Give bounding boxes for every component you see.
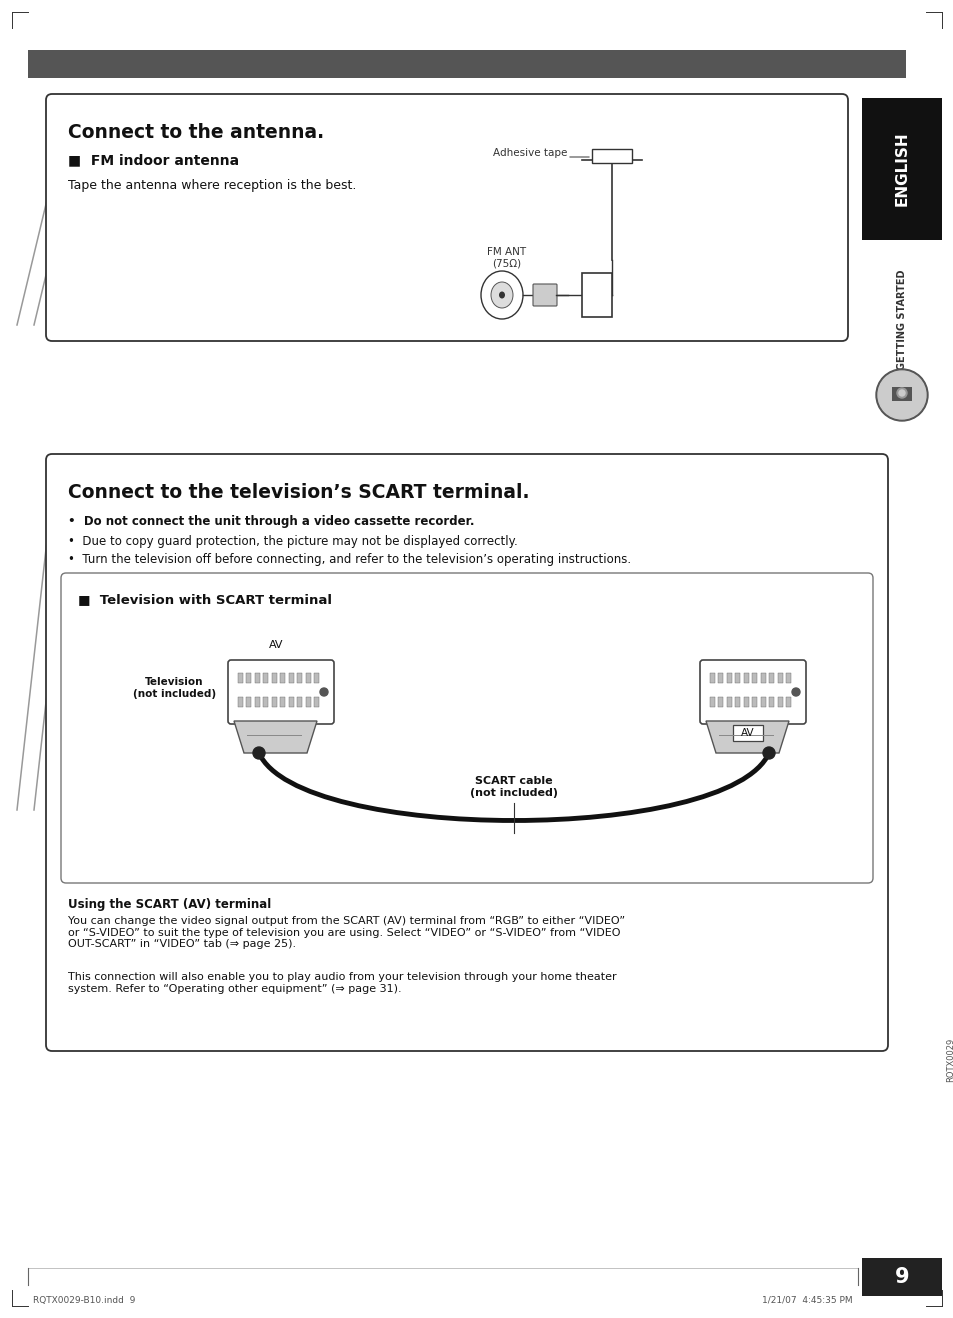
Bar [778, 673, 782, 683]
Text: AV: AV [740, 728, 754, 738]
Bar [891, 387, 911, 401]
Bar [272, 673, 276, 683]
Text: This connection will also enable you to play audio from your television through : This connection will also enable you to … [68, 971, 616, 994]
Text: Tape the antenna where reception is the best.: Tape the antenna where reception is the … [68, 178, 356, 191]
Text: You can change the video signal output from the SCART (AV) terminal from “RGB” t: You can change the video signal output f… [68, 916, 624, 949]
FancyBboxPatch shape [46, 94, 847, 341]
Bar [237, 697, 243, 706]
Text: ■  FM indoor antenna: ■ FM indoor antenna [68, 153, 239, 167]
Bar [254, 697, 260, 706]
Circle shape [898, 390, 904, 395]
Circle shape [253, 747, 265, 759]
Bar [314, 697, 319, 706]
Bar [726, 673, 731, 683]
Bar [297, 673, 302, 683]
Bar [743, 697, 748, 706]
Text: Television
(not included): Television (not included) [132, 677, 215, 699]
Bar [752, 697, 757, 706]
Text: Adhesive tape: Adhesive tape [492, 148, 566, 158]
Bar [769, 673, 774, 683]
FancyBboxPatch shape [533, 283, 557, 306]
Text: SCART cable
(not included): SCART cable (not included) [470, 776, 558, 797]
Circle shape [896, 387, 906, 398]
Bar [743, 673, 748, 683]
Bar [735, 697, 740, 706]
FancyBboxPatch shape [700, 660, 805, 724]
Bar [263, 673, 268, 683]
Bar [785, 697, 791, 706]
FancyBboxPatch shape [46, 453, 887, 1050]
Bar [28, 50, 905, 78]
Bar [314, 673, 319, 683]
Circle shape [319, 688, 328, 696]
Ellipse shape [491, 282, 513, 308]
Text: AV: AV [269, 641, 283, 650]
Bar [306, 673, 311, 683]
Bar [732, 725, 762, 741]
Bar [760, 697, 765, 706]
Text: RQTX0029-B10.indd  9: RQTX0029-B10.indd 9 [33, 1296, 135, 1305]
Text: ENGLISH: ENGLISH [894, 132, 908, 207]
Text: GETTING STARTED: GETTING STARTED [896, 270, 906, 370]
Text: 1/21/07  4:45:35 PM: 1/21/07 4:45:35 PM [761, 1296, 852, 1305]
Polygon shape [233, 721, 316, 753]
Text: ■  Television with SCART terminal: ■ Television with SCART terminal [78, 593, 332, 606]
Text: Using the SCART (AV) terminal: Using the SCART (AV) terminal [68, 898, 271, 911]
Bar [778, 697, 782, 706]
Bar [709, 697, 714, 706]
Ellipse shape [480, 272, 522, 319]
Bar [581, 273, 612, 318]
Bar [862, 1257, 941, 1296]
Bar [289, 697, 294, 706]
Bar [726, 697, 731, 706]
Polygon shape [705, 721, 788, 753]
Circle shape [875, 369, 927, 420]
Bar [246, 697, 252, 706]
Bar [297, 697, 302, 706]
Circle shape [877, 370, 925, 419]
Bar [718, 697, 722, 706]
Bar [735, 673, 740, 683]
Text: 9: 9 [894, 1267, 908, 1286]
Bar [289, 673, 294, 683]
Bar [862, 98, 941, 240]
Text: Connect to the television’s SCART terminal.: Connect to the television’s SCART termin… [68, 482, 529, 502]
Bar [272, 697, 276, 706]
Bar [760, 673, 765, 683]
Bar [592, 149, 631, 163]
Ellipse shape [498, 291, 504, 298]
Bar [769, 697, 774, 706]
FancyBboxPatch shape [61, 573, 872, 883]
Text: •  Do not connect the unit through a video cassette recorder.: • Do not connect the unit through a vide… [68, 515, 474, 529]
FancyBboxPatch shape [228, 660, 334, 724]
Bar [709, 673, 714, 683]
Text: RQTX0029: RQTX0029 [945, 1037, 953, 1082]
Text: FM ANT
(75Ω): FM ANT (75Ω) [487, 246, 526, 269]
Circle shape [791, 688, 800, 696]
Bar [246, 673, 252, 683]
Bar [254, 673, 260, 683]
Bar [785, 673, 791, 683]
Text: •  Turn the television off before connecting, and refer to the television’s oper: • Turn the television off before connect… [68, 554, 631, 567]
Bar [263, 697, 268, 706]
Bar [237, 673, 243, 683]
Circle shape [762, 747, 774, 759]
Bar [718, 673, 722, 683]
Text: •  Due to copy guard protection, the picture may not be displayed correctly.: • Due to copy guard protection, the pict… [68, 535, 517, 547]
Bar [752, 673, 757, 683]
Bar [280, 697, 285, 706]
Text: Connect to the antenna.: Connect to the antenna. [68, 123, 324, 141]
Bar [306, 697, 311, 706]
Bar [280, 673, 285, 683]
